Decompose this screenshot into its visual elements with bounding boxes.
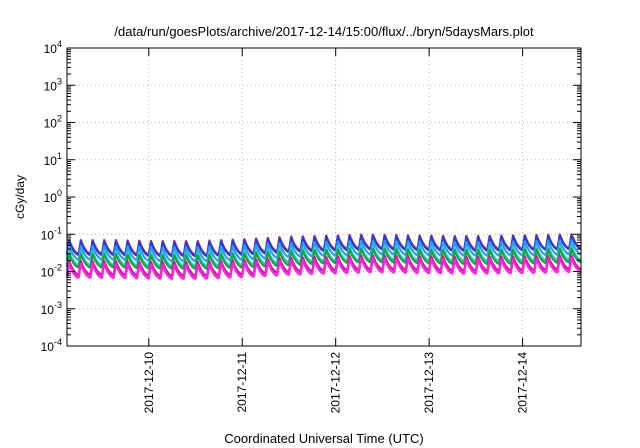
y-axis-label: cGy/day <box>13 175 27 219</box>
x-tick-label: 2017-12-10 <box>142 352 156 414</box>
y-tick-label: 102 <box>44 114 62 131</box>
y-tick-label: 10-1 <box>41 225 62 242</box>
series-group <box>65 233 582 280</box>
y-tick-label: 10-2 <box>41 263 62 280</box>
x-axis: 2017-12-10 2017-12-11 2017-12-12 2017-12-13… <box>142 48 530 413</box>
y-axis: 104 103 102 101 100 10-1 10-2 10-3 10-4 <box>41 39 581 354</box>
y-tick-label: 103 <box>44 76 62 93</box>
x-tick-label: 2017-12-11 <box>235 352 249 413</box>
y-tick-label: 10-4 <box>41 337 62 354</box>
grid <box>67 48 581 346</box>
y-tick-label: 101 <box>44 151 62 168</box>
x-tick-label: 2017-12-12 <box>329 352 343 414</box>
y-tick-label: 10-3 <box>41 300 62 317</box>
y-tick-label: 104 <box>44 39 62 56</box>
x-axis-label: Coordinated Universal Time (UTC) <box>224 431 423 446</box>
x-tick-label: 2017-12-14 <box>516 352 530 414</box>
series-line <box>65 247 582 270</box>
chart-title: /data/run/goesPlots/archive/2017-12-14/1… <box>114 24 534 39</box>
y-tick-label: 100 <box>44 188 62 205</box>
x-tick-label: 2017-12-13 <box>422 352 436 414</box>
series-line <box>65 256 582 280</box>
